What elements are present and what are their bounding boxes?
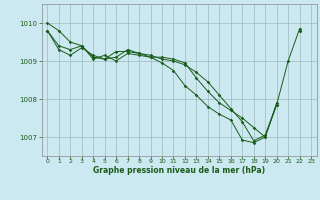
X-axis label: Graphe pression niveau de la mer (hPa): Graphe pression niveau de la mer (hPa) xyxy=(93,166,265,175)
